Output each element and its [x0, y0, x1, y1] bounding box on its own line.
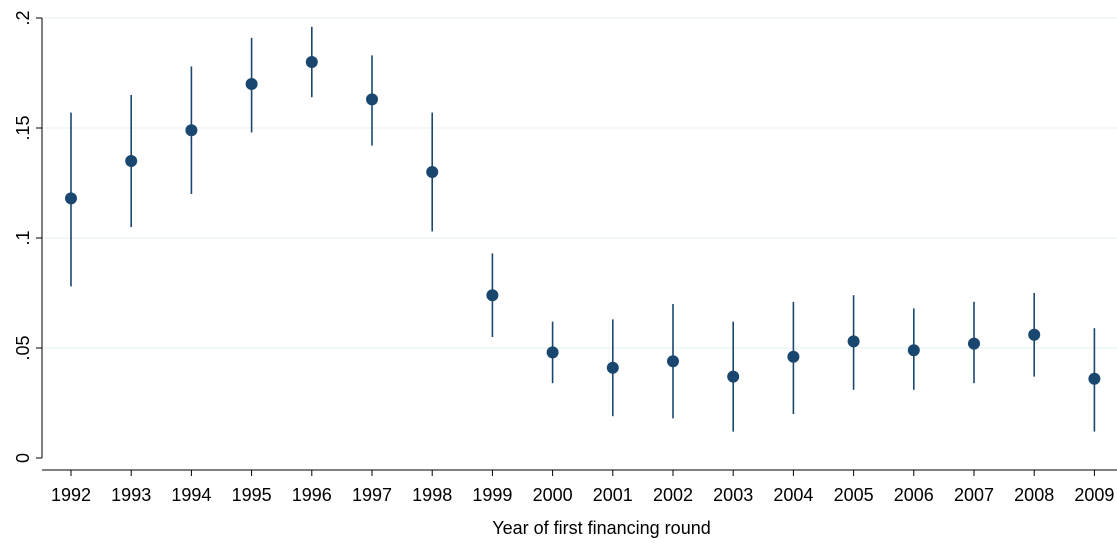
data-point-2003: [727, 370, 740, 383]
x-tick-label-15: 2007: [954, 485, 994, 505]
x-tick-label-5: 1997: [352, 485, 392, 505]
data-points: [65, 56, 1101, 385]
data-point-2004: [787, 350, 800, 363]
data-point-2005: [847, 335, 860, 348]
x-tick-label-10: 2002: [653, 485, 693, 505]
x-tick-label-6: 1998: [412, 485, 452, 505]
x-tick-label-9: 2001: [593, 485, 633, 505]
data-point-1995: [245, 78, 258, 90]
data-point-2001: [606, 361, 619, 374]
data-point-2002: [667, 355, 679, 368]
y-tick-label-3: .15: [13, 115, 33, 140]
data-point-1992: [65, 192, 77, 205]
x-tick-label-0: 1992: [51, 485, 91, 505]
x-tick-label-2: 1994: [171, 485, 211, 505]
x-tick-label-11: 2003: [713, 485, 753, 505]
data-point-1993: [125, 155, 138, 167]
axes: 0 .05 .1 .15 .2 1992 1993 1994 1995 1996 1997 1998 1…: [13, 10, 1117, 505]
x-tick-label-7: 1999: [472, 485, 512, 505]
gridlines: [42, 17, 1117, 349]
y-tick-label-2: .1: [13, 230, 33, 245]
x-tick-label-3: 1995: [232, 485, 272, 505]
x-tick-label-8: 2000: [533, 485, 573, 505]
data-point-1998: [426, 166, 439, 178]
x-tick-label-12: 2004: [773, 485, 813, 505]
data-point-1997: [366, 93, 378, 106]
y-tick-label-4: .2: [13, 10, 33, 25]
data-point-1994: [185, 124, 198, 137]
y-tick-label-0: 0: [13, 453, 33, 463]
data-point-1999: [486, 289, 499, 302]
x-tick-label-14: 2006: [894, 485, 934, 505]
x-axis-title: Year of first financing round: [492, 518, 710, 538]
data-point-2009: [1088, 372, 1101, 385]
data-point-2006: [907, 344, 920, 357]
x-tick-label-1: 1993: [111, 485, 151, 505]
data-point-1996: [305, 56, 318, 68]
x-tick-label-17: 2009: [1074, 485, 1114, 505]
x-tick-label-13: 2005: [834, 485, 874, 505]
y-tick-label-1: .05: [13, 335, 33, 360]
x-tick-label-4: 1996: [292, 485, 332, 505]
x-tick-label-16: 2008: [1014, 485, 1054, 505]
data-point-2007: [968, 337, 980, 350]
data-point-2008: [1028, 328, 1041, 341]
data-point-2000: [546, 346, 559, 359]
